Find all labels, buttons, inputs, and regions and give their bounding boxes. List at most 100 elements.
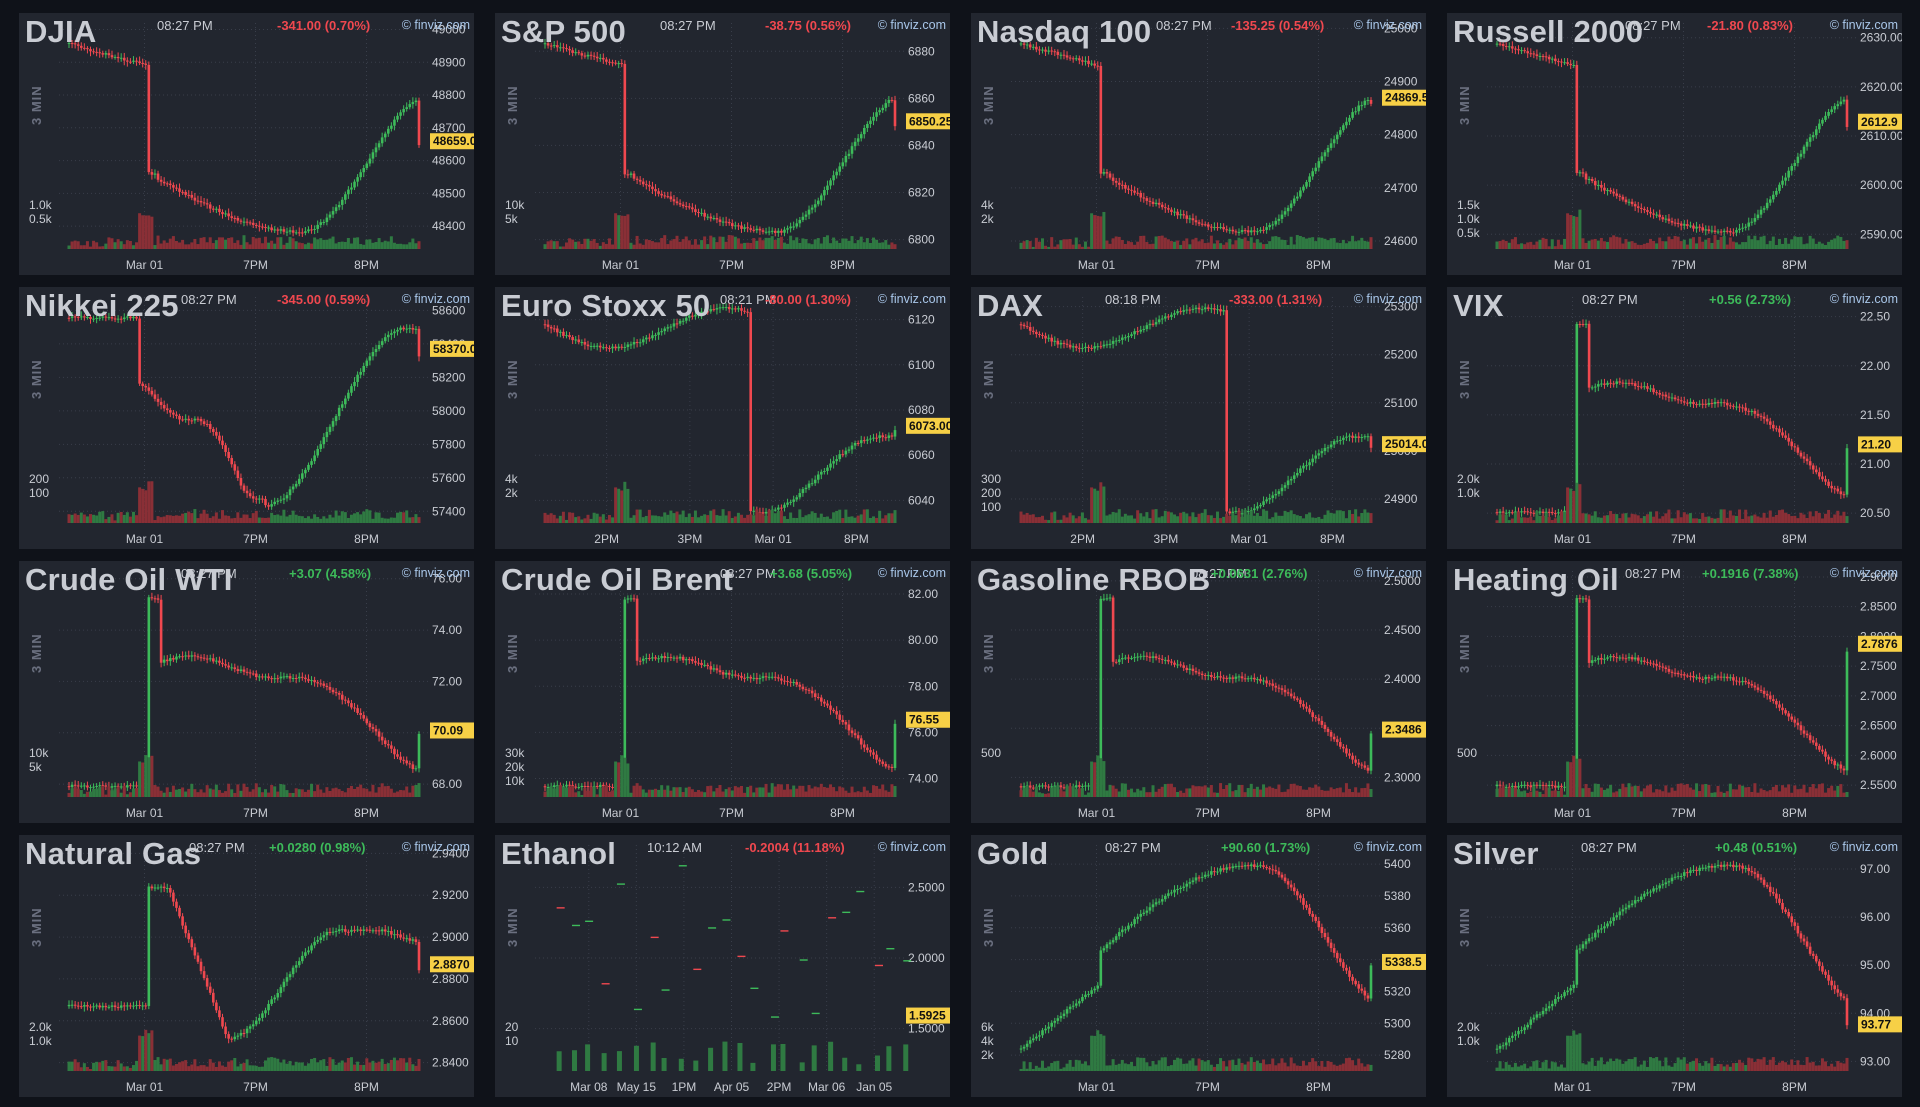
- candle-body: [1099, 346, 1103, 348]
- volume-bar: [138, 213, 142, 249]
- volume-bar: [1102, 486, 1106, 523]
- volume-bar: [1655, 511, 1659, 523]
- y-tick-label: 1.5000: [908, 1022, 945, 1036]
- volume-bar: [1833, 790, 1837, 797]
- volume-bar: [1529, 516, 1533, 523]
- candle-body: [589, 345, 593, 347]
- candle-body: [1738, 228, 1741, 231]
- candle-body: [301, 473, 304, 479]
- volume-bar: [1292, 783, 1296, 797]
- candle-body: [393, 331, 396, 334]
- volume-bar: [325, 1065, 329, 1071]
- interval-label: 3 MIN: [29, 907, 44, 947]
- volume-bar: [1827, 241, 1831, 249]
- candle-body: [162, 405, 166, 409]
- volume-bar: [125, 794, 129, 797]
- volume-bar: [67, 792, 71, 797]
- volume-bar: [601, 786, 605, 797]
- candle-body: [1821, 476, 1824, 480]
- volume-bar: [214, 512, 218, 523]
- volume-bar: [1759, 236, 1763, 249]
- candle-body: [297, 232, 301, 234]
- candle-body: [371, 152, 375, 159]
- volume-bar: [884, 515, 888, 523]
- candle-body: [1329, 143, 1333, 148]
- candle-body: [107, 317, 111, 319]
- volume-bar: [257, 1066, 261, 1071]
- candle-body: [236, 669, 240, 671]
- candle-body: [89, 1006, 92, 1008]
- volume-bar: [872, 516, 876, 523]
- interval-label: 3 MIN: [1457, 85, 1472, 125]
- volume-bar: [1093, 488, 1097, 523]
- last-price-tag: [1858, 635, 1902, 652]
- volume-bar: [202, 792, 206, 797]
- candle-body: [138, 1005, 141, 1007]
- candle-body: [872, 752, 875, 755]
- volume-bar: [749, 514, 753, 523]
- volume-bar: [761, 240, 765, 249]
- volume-bar: [1215, 511, 1219, 523]
- volume-bar: [722, 1041, 728, 1071]
- volume-bar: [847, 516, 851, 523]
- volume-bar: [205, 513, 209, 523]
- y-tick-label: 6840: [908, 138, 935, 152]
- candle-body: [159, 179, 163, 182]
- volume-bar: [1317, 237, 1321, 249]
- volume-bar: [276, 237, 280, 249]
- candle-body: [1093, 346, 1096, 349]
- volume-bar: [374, 242, 378, 249]
- candle-body: [767, 676, 771, 678]
- candle-body: [1022, 786, 1026, 788]
- volume-bar: [386, 785, 390, 797]
- candle-body: [568, 335, 571, 338]
- volume-bar: [614, 487, 618, 523]
- candle-body: [285, 231, 289, 233]
- chart-title: Euro Stoxx 50: [501, 288, 711, 323]
- candle-body: [730, 223, 734, 227]
- candle-body: [562, 331, 565, 336]
- candle-body: [172, 185, 175, 188]
- candle-body: [681, 320, 685, 322]
- candle-body: [1535, 784, 1539, 786]
- volume-bar: [1280, 792, 1284, 797]
- last-price-label: 6073.00: [909, 419, 950, 433]
- volume-bar: [1682, 784, 1686, 797]
- candle-body: [1676, 672, 1680, 675]
- volume-bar: [380, 517, 384, 523]
- candle-body: [285, 495, 289, 499]
- volume-bar: [1126, 789, 1130, 797]
- candle-body: [1787, 437, 1790, 442]
- candle-body: [672, 657, 676, 659]
- volume-bar: [1209, 785, 1213, 797]
- volume-bar: [1612, 513, 1616, 523]
- candle-body: [549, 326, 553, 329]
- volume-bar: [1652, 792, 1656, 797]
- volume-bar: [346, 517, 350, 523]
- volume-bar: [1559, 244, 1563, 249]
- candle-body: [135, 785, 138, 787]
- volume-bar: [776, 510, 780, 523]
- candle-body: [1643, 208, 1646, 211]
- volume-bar: [1298, 785, 1302, 797]
- y-tick-label: 24700: [1384, 181, 1418, 195]
- volume-bar: [417, 241, 421, 249]
- volume-bar: [322, 1059, 326, 1071]
- volume-bar: [1268, 786, 1272, 797]
- volume-bar: [1194, 517, 1198, 523]
- candle-body: [1099, 65, 1103, 174]
- volume-bar: [1338, 243, 1342, 249]
- volume-bar: [1071, 244, 1075, 249]
- y-tick-label: 24600: [1384, 234, 1418, 248]
- volume-bar: [1212, 792, 1216, 797]
- y-tick-label: 5280: [1384, 1048, 1411, 1062]
- candle-body: [1793, 162, 1797, 167]
- candle-body: [856, 138, 860, 142]
- candle-body: [224, 664, 227, 666]
- candle-body: [1701, 403, 1705, 405]
- candle-body: [847, 724, 851, 731]
- volume-bar: [868, 517, 872, 523]
- candle-body: [1087, 346, 1090, 348]
- candle-body: [672, 199, 676, 202]
- quote-time: 10:12 AM: [647, 840, 702, 855]
